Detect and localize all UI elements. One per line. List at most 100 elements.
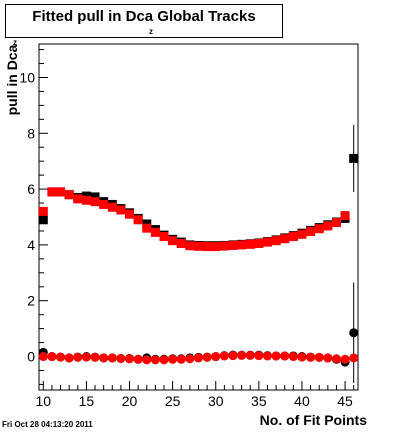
data-point-circle	[254, 351, 264, 361]
data-point-square	[38, 215, 48, 225]
data-point-square	[47, 187, 57, 197]
data-point-circle	[306, 352, 316, 362]
data-point-circle	[116, 353, 126, 363]
data-point-square	[219, 241, 229, 251]
data-point-square	[280, 234, 290, 244]
x-tick-label: 20	[122, 393, 138, 409]
x-tick-label: 35	[251, 393, 267, 409]
data-point-square	[306, 227, 316, 237]
y-tick-label: 0	[27, 349, 35, 365]
data-point-circle	[142, 355, 152, 365]
data-point-square	[211, 242, 221, 252]
data-point-circle	[107, 353, 117, 363]
data-point-circle	[314, 352, 324, 362]
data-point-circle	[202, 352, 212, 362]
data-point-square	[271, 236, 281, 246]
data-point-square	[150, 227, 160, 237]
chart-title: Fitted pull in Dca Global Tracks	[32, 8, 256, 25]
plot-frame	[38, 43, 359, 391]
x-tick-label: 15	[79, 393, 95, 409]
data-point-square	[314, 224, 324, 234]
data-point-square	[125, 209, 135, 219]
data-point-square	[99, 199, 109, 209]
data-point-circle	[219, 351, 229, 361]
data-point-circle	[262, 351, 272, 361]
x-axis-label: No. of Fit Points	[259, 412, 367, 428]
y-tick-label: 2	[27, 293, 35, 309]
data-point-square	[133, 215, 143, 225]
data-point-circle	[150, 355, 160, 365]
data-point-square	[90, 197, 100, 207]
chart-title-subscript: z	[149, 27, 153, 36]
data-point-square	[64, 190, 74, 200]
data-point-square	[90, 192, 100, 202]
data-point-square	[168, 236, 178, 246]
y-tick-label: 10	[19, 69, 35, 85]
data-point-circle	[237, 350, 247, 360]
y-axis-label-subscript: z	[13, 38, 17, 47]
data-point-circle	[271, 351, 281, 361]
data-point-circle	[133, 354, 143, 364]
data-point-square	[116, 205, 126, 215]
data-point-circle	[323, 353, 333, 363]
data-point-circle	[349, 328, 359, 338]
data-point-circle	[81, 352, 91, 362]
data-point-circle	[64, 353, 74, 363]
data-point-square	[340, 211, 350, 221]
data-point-circle	[185, 354, 195, 364]
x-tick-label: 10	[36, 393, 52, 409]
data-point-circle	[159, 355, 169, 365]
x-tick-label: 45	[337, 393, 353, 409]
data-point-square	[56, 187, 66, 197]
data-point-circle	[228, 351, 238, 361]
data-point-square	[228, 240, 238, 250]
data-point-circle	[56, 352, 66, 362]
data-point-square	[254, 239, 264, 249]
data-point-circle	[47, 352, 57, 362]
x-tick-label: 25	[165, 393, 181, 409]
data-point-circle	[90, 352, 100, 362]
data-point-square	[159, 232, 169, 242]
data-point-circle	[38, 352, 48, 362]
data-point-square	[73, 194, 83, 204]
data-point-square	[194, 241, 203, 251]
data-point-circle	[125, 354, 135, 364]
data-point-square	[262, 237, 272, 247]
data-point-square	[176, 239, 186, 249]
data-point-circle	[297, 352, 307, 362]
axis-ticks: 10 15 20 25 30 35 40 45 0 2 4 6 8 10	[19, 49, 355, 409]
data-point-square	[297, 229, 307, 239]
data-point-square	[185, 241, 195, 251]
x-tick-label: 30	[208, 393, 224, 409]
x-tick-label: 40	[294, 393, 310, 409]
data-point-square	[107, 202, 117, 212]
data-point-circle	[245, 350, 255, 360]
data-point-circle	[211, 352, 221, 362]
title-box: Fitted pull in Dca Global Tracks z	[5, 4, 283, 38]
data-point-circle	[194, 353, 203, 363]
data-marks	[38, 124, 359, 384]
data-point-square	[142, 223, 152, 233]
y-tick-label: 6	[27, 181, 35, 197]
data-point-square	[237, 240, 247, 250]
data-point-square	[245, 239, 255, 249]
data-point-circle	[99, 353, 109, 363]
y-tick-label: 4	[27, 237, 35, 253]
y-axis-label: pull in Dca	[4, 44, 20, 116]
data-point-square	[202, 242, 212, 252]
timestamp: Fri Oct 28 04:13:20 2011	[2, 420, 93, 429]
data-point-square	[349, 153, 359, 163]
data-point-circle	[288, 352, 298, 362]
data-point-circle	[331, 354, 341, 364]
data-point-square	[81, 195, 91, 205]
data-point-square	[331, 218, 341, 228]
data-point-circle	[168, 354, 178, 364]
data-point-square	[288, 232, 298, 242]
data-point-circle	[349, 353, 359, 363]
data-point-square	[38, 206, 48, 216]
data-point-circle	[73, 352, 83, 362]
y-tick-label: 8	[27, 125, 35, 141]
data-point-square	[323, 221, 333, 231]
data-point-circle	[280, 351, 290, 361]
